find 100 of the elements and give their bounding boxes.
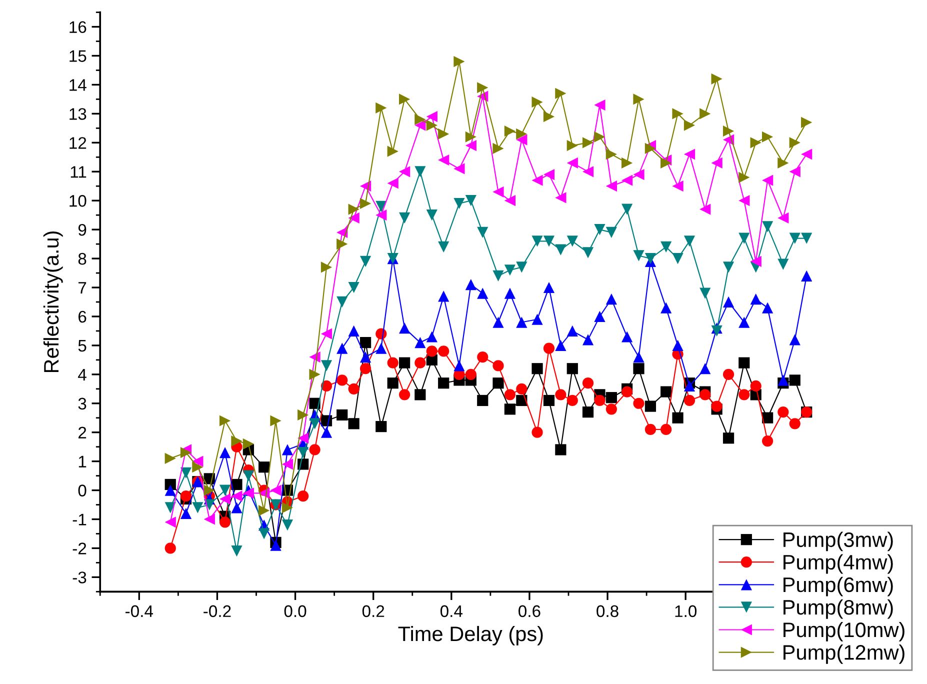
point [750, 380, 762, 392]
point [270, 484, 282, 496]
point [789, 166, 800, 178]
point [532, 236, 543, 247]
point [621, 204, 633, 215]
y-tick-label: 2 [78, 426, 86, 438]
point [504, 288, 516, 299]
point [348, 325, 360, 337]
point [700, 363, 711, 374]
y-tick-label: 6 [78, 310, 86, 323]
point [336, 296, 348, 308]
point [778, 212, 789, 224]
point [582, 406, 594, 418]
point [762, 221, 774, 232]
point [376, 200, 387, 212]
point [762, 412, 774, 424]
point [231, 490, 242, 502]
point [399, 389, 410, 400]
point [426, 120, 438, 131]
point [219, 516, 231, 528]
point [336, 342, 348, 354]
point [270, 540, 282, 551]
point [282, 444, 294, 456]
point [778, 258, 789, 270]
y-tick-label: 1 [78, 456, 86, 468]
point [566, 140, 578, 152]
point [532, 314, 543, 325]
point [376, 102, 387, 114]
x-tick-label: 0.8 [596, 605, 618, 618]
point [778, 374, 789, 386]
x-axis-title: Time Delay (ps) [398, 626, 543, 646]
y-axis-title: Reflectivity(a.u) [43, 232, 63, 372]
point [750, 137, 762, 148]
legend-label: Pump(8mw) [784, 599, 893, 619]
point [336, 409, 348, 421]
point [164, 484, 176, 496]
point [543, 111, 555, 122]
point [543, 394, 555, 406]
point [387, 146, 398, 157]
point [438, 154, 450, 166]
point [492, 316, 504, 328]
y-tick-label: 15 [70, 50, 86, 62]
point [360, 198, 372, 210]
point [516, 128, 528, 140]
point [231, 546, 242, 557]
point [320, 426, 332, 438]
point [376, 420, 387, 432]
point [426, 331, 438, 342]
point [219, 415, 231, 426]
point [387, 378, 398, 389]
point [582, 378, 594, 389]
point [801, 270, 812, 282]
point [700, 389, 711, 400]
point [621, 174, 633, 186]
point [438, 378, 450, 389]
x-tick-label: 0.0 [284, 605, 306, 618]
y-tick-label: 7 [78, 282, 86, 294]
point [360, 256, 372, 267]
point [231, 478, 242, 490]
point [387, 357, 398, 368]
point [633, 94, 644, 105]
point [722, 432, 734, 444]
point [414, 120, 426, 131]
point [414, 336, 426, 348]
point [320, 328, 332, 340]
point [762, 131, 774, 142]
y-tick-label: 12 [70, 137, 86, 149]
point [258, 528, 270, 540]
point [594, 99, 606, 111]
point [426, 210, 438, 221]
y-tick-label: 10 [70, 195, 86, 207]
point [492, 378, 504, 389]
point [465, 195, 476, 206]
point [492, 360, 504, 372]
x-tick-label: 0.2 [362, 605, 384, 618]
point [414, 357, 426, 368]
point [582, 137, 594, 148]
point [738, 316, 750, 328]
point [492, 142, 504, 154]
point [789, 374, 800, 386]
point [762, 174, 774, 186]
point [516, 316, 528, 328]
point [532, 96, 543, 108]
point [566, 157, 578, 168]
point [348, 204, 360, 215]
point [465, 368, 476, 380]
point [164, 516, 176, 528]
point [180, 490, 192, 502]
point [684, 380, 696, 392]
point [555, 244, 566, 256]
point [738, 195, 750, 206]
y-tick-label: 16 [70, 21, 86, 33]
point [672, 412, 684, 424]
point [711, 157, 722, 168]
point [242, 488, 254, 499]
point [504, 195, 516, 206]
point [477, 351, 488, 363]
point [711, 73, 722, 84]
point [594, 394, 606, 406]
x-tick-label: 1.0 [675, 605, 697, 618]
